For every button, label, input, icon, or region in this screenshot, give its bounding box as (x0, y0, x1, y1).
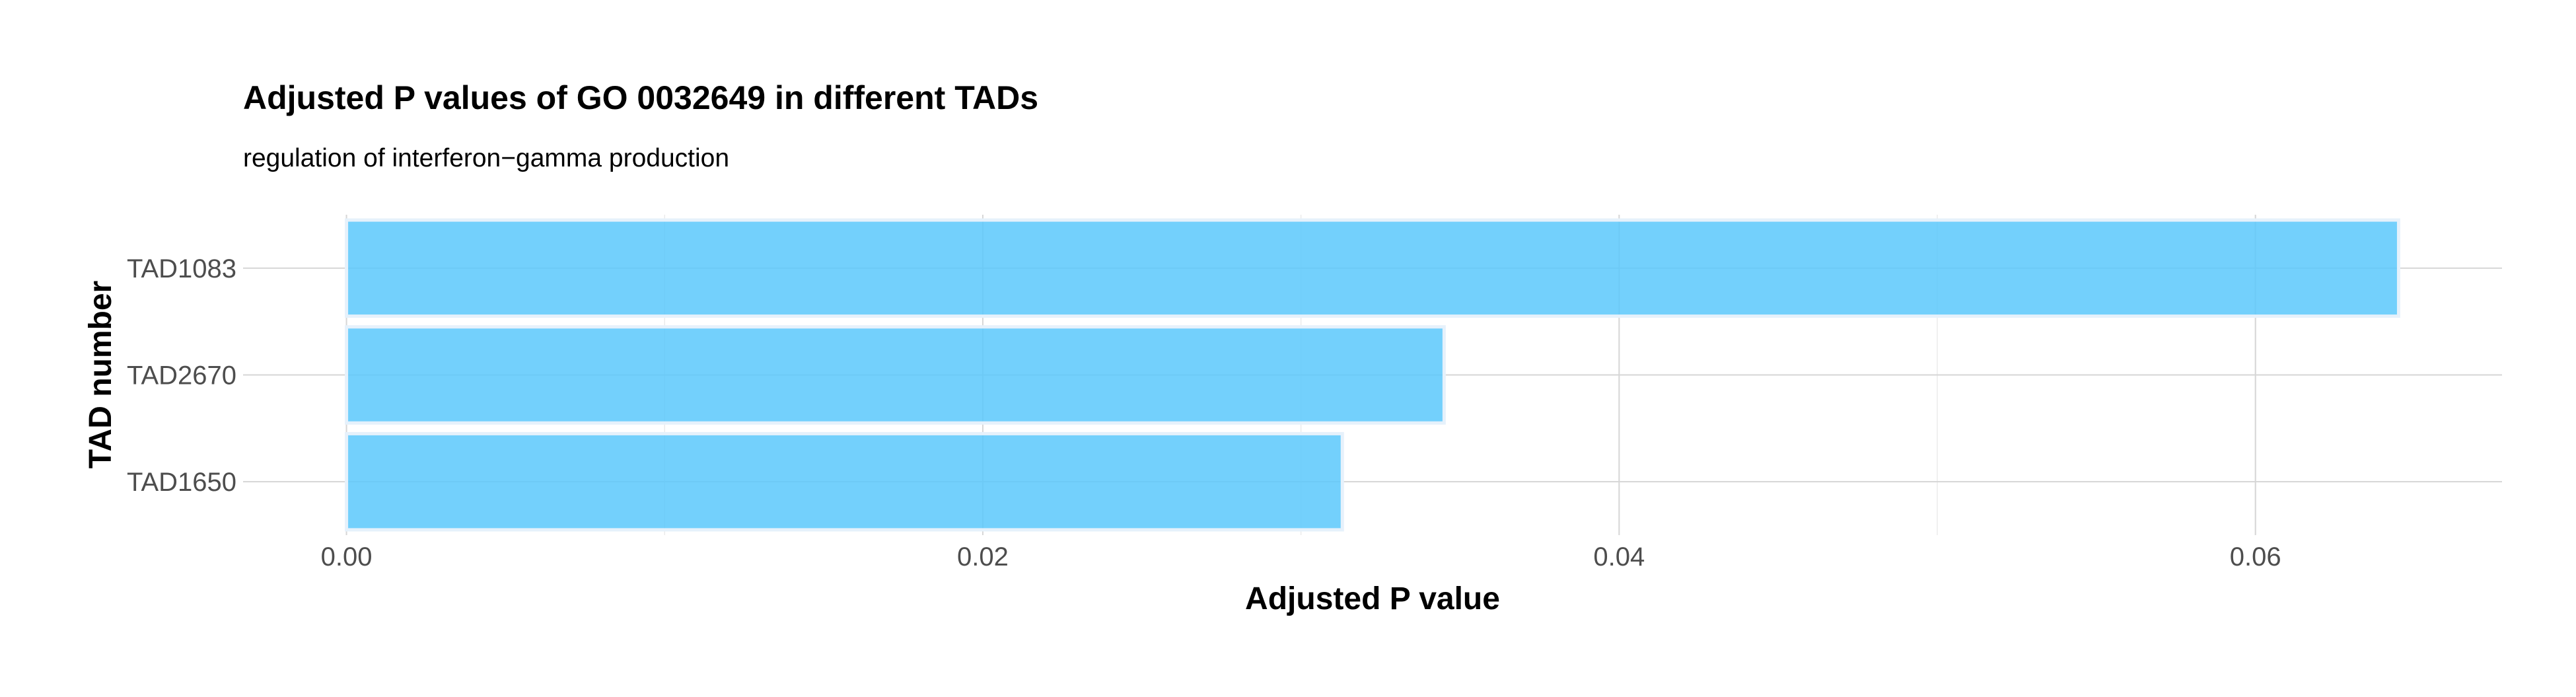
chart-title: Adjusted P values of GO 0032649 in diffe… (243, 79, 1038, 116)
chart-subtitle: regulation of interferon−gamma productio… (243, 144, 729, 172)
x-tick-label: 0.06 (2230, 542, 2281, 571)
y-tick-label: TAD2670 (127, 361, 236, 390)
x-tick-label: 0.02 (957, 542, 1009, 571)
x-tick-label: 0.04 (1593, 542, 1645, 571)
bar-tad1650 (345, 431, 1344, 532)
y-axis-title: TAD number (83, 281, 118, 468)
bar-tad1083 (345, 218, 2400, 318)
x-tick-label: 0.00 (321, 542, 373, 571)
x-axis-title: Adjusted P value (1245, 581, 1500, 616)
y-axis-tick-labels: TAD1083 TAD2670 TAD1650 (127, 254, 236, 497)
y-tick-label: TAD1650 (127, 468, 236, 497)
y-tick-label: TAD1083 (127, 254, 236, 283)
x-axis-tick-labels: 0.00 0.02 0.04 0.06 (321, 542, 2281, 571)
bars (345, 218, 2400, 532)
bar-tad2670 (345, 325, 1446, 425)
